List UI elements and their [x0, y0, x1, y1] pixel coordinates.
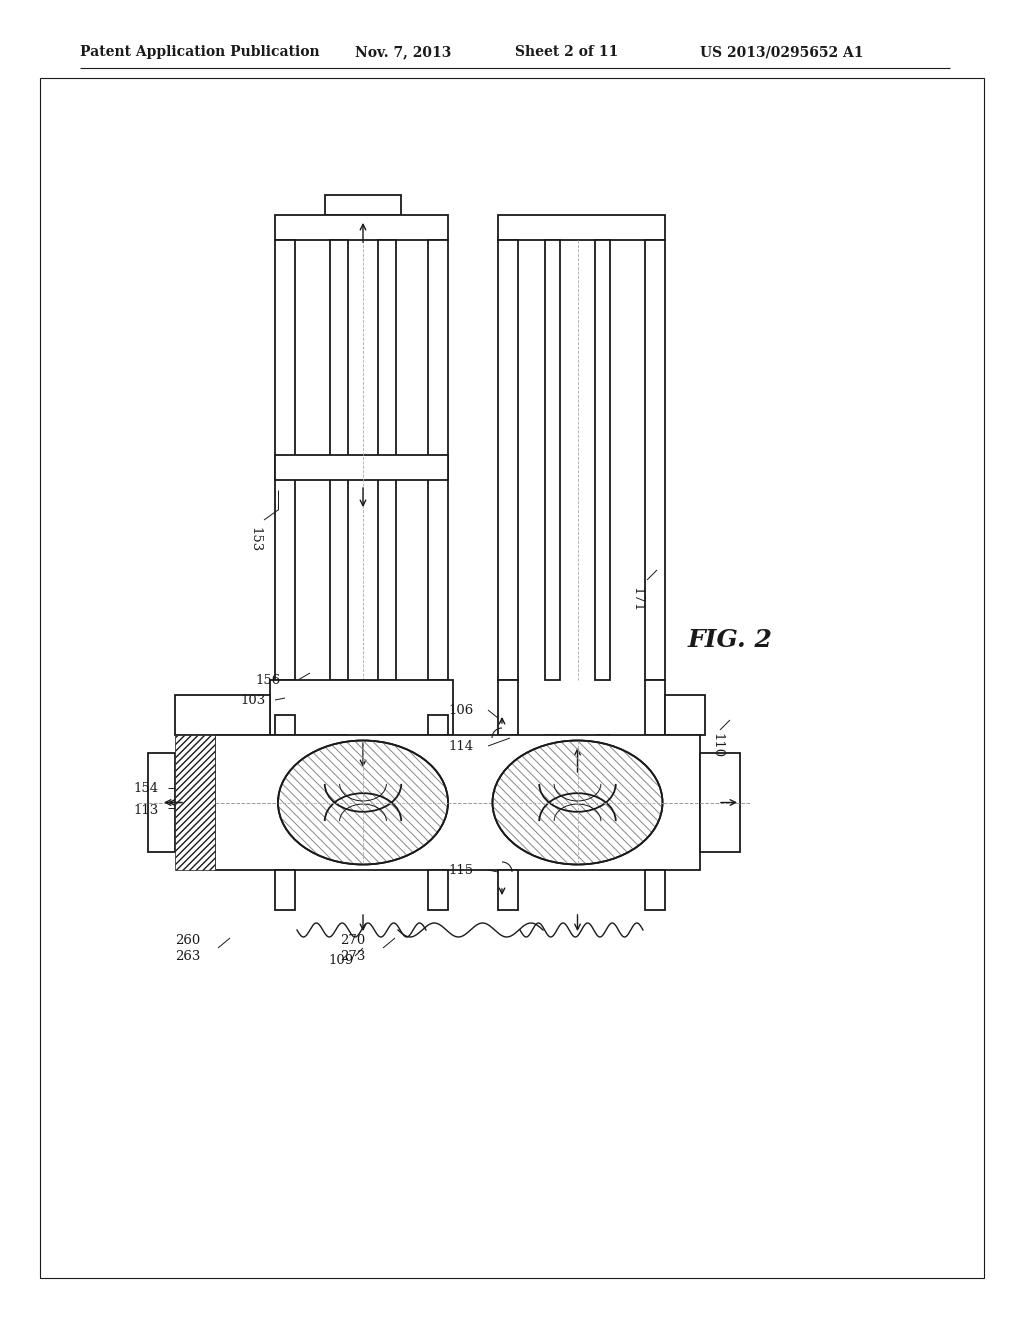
Bar: [175, 696, 270, 735]
Bar: [275, 240, 295, 680]
Bar: [378, 240, 396, 680]
Bar: [645, 870, 665, 909]
Text: 103: 103: [240, 693, 265, 706]
Text: 113: 113: [133, 804, 159, 817]
Text: 115: 115: [449, 863, 473, 876]
Bar: [498, 680, 518, 735]
Bar: [215, 735, 700, 870]
Bar: [595, 240, 610, 680]
Bar: [428, 715, 449, 735]
Bar: [275, 715, 295, 735]
Ellipse shape: [493, 741, 663, 865]
Text: 110: 110: [710, 734, 723, 759]
Text: US 2013/0295652 A1: US 2013/0295652 A1: [700, 45, 863, 59]
Bar: [645, 240, 665, 680]
Text: Nov. 7, 2013: Nov. 7, 2013: [355, 45, 452, 59]
Bar: [148, 752, 175, 851]
Bar: [545, 240, 560, 680]
Bar: [175, 735, 215, 870]
Text: 270: 270: [340, 933, 366, 946]
Bar: [665, 696, 705, 735]
Bar: [560, 735, 595, 785]
Text: 114: 114: [449, 739, 473, 752]
Bar: [498, 870, 518, 909]
Text: 106: 106: [449, 704, 473, 717]
Text: 273: 273: [340, 949, 366, 962]
Text: Patent Application Publication: Patent Application Publication: [80, 45, 319, 59]
Bar: [498, 240, 518, 680]
Bar: [428, 870, 449, 909]
Text: 153: 153: [248, 528, 261, 553]
Text: Sheet 2 of 11: Sheet 2 of 11: [515, 45, 618, 59]
Text: 109: 109: [328, 953, 353, 966]
Bar: [325, 195, 401, 215]
Bar: [275, 215, 449, 240]
Text: 263: 263: [175, 949, 201, 962]
Bar: [330, 240, 348, 680]
Bar: [428, 240, 449, 680]
Text: FIG. 2: FIG. 2: [687, 628, 772, 652]
Bar: [498, 215, 665, 240]
Text: 171: 171: [630, 587, 643, 612]
Bar: [645, 680, 665, 735]
Ellipse shape: [278, 741, 449, 865]
Bar: [275, 870, 295, 909]
Text: 260: 260: [175, 933, 201, 946]
Text: 154: 154: [133, 781, 158, 795]
Bar: [270, 680, 453, 735]
Bar: [275, 455, 449, 480]
Text: 156: 156: [255, 673, 281, 686]
Bar: [700, 752, 740, 851]
Bar: [545, 735, 610, 785]
